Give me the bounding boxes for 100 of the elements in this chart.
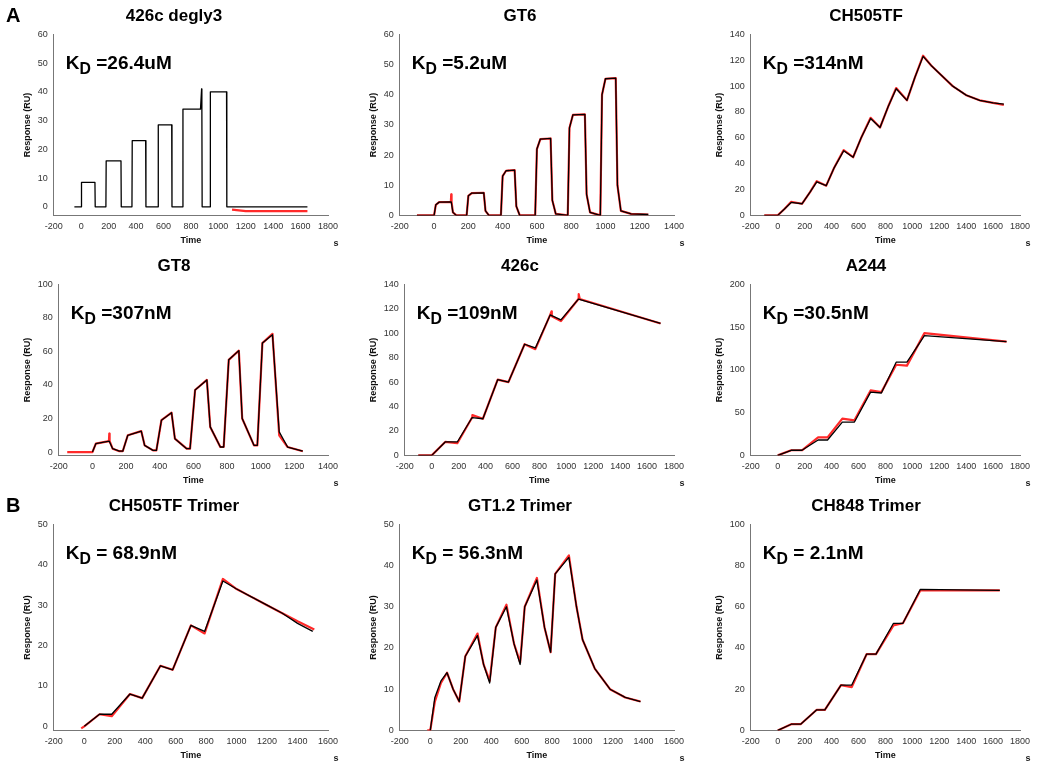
chart-title: 426c xyxy=(501,255,539,275)
x-tick-label: 1000 xyxy=(902,221,923,232)
text: K$_{D}$ =307nM xyxy=(70,302,172,329)
y-tick-label: 0 xyxy=(739,724,745,735)
x-tick-label: 1400 xyxy=(956,736,977,747)
y-tick-label: 0 xyxy=(739,449,745,460)
y-tick-label: 60 xyxy=(37,28,48,39)
x-tick-label: 800 xyxy=(877,461,893,472)
x-tick-label: 800 xyxy=(531,461,547,472)
y-tick-label: 10 xyxy=(383,683,394,694)
y-tick-label: 100 xyxy=(729,518,745,529)
y-tick-label: 40 xyxy=(388,401,399,412)
y-tick-label: 60 xyxy=(734,601,745,612)
y-tick-label: 150 xyxy=(729,321,745,332)
x-axis-title: Time xyxy=(874,475,896,486)
y-tick-label: 20 xyxy=(37,143,48,154)
y-tick-label: 30 xyxy=(37,115,48,126)
chart-title: CH505TF xyxy=(829,5,903,25)
y-tick-label: 10 xyxy=(37,680,48,691)
text: s xyxy=(1025,237,1031,248)
text: s xyxy=(1025,752,1031,763)
x-tick-label: 600 xyxy=(185,461,201,472)
y-tick-label: 40 xyxy=(734,158,745,169)
text: s xyxy=(679,477,685,488)
x-tick-label: 1800 xyxy=(1009,461,1031,472)
x-tick-label: 200 xyxy=(118,461,134,472)
x-tick-label: 200 xyxy=(107,736,123,747)
x-tick-label: 200 xyxy=(797,736,813,747)
y-tick-label: 0 xyxy=(388,209,394,220)
y-tick-label: 20 xyxy=(42,413,53,423)
x-tick-label: 1200 xyxy=(929,736,950,747)
text: s xyxy=(679,752,685,763)
x-axis-title: Time xyxy=(180,235,202,246)
x-tick-label: 600 xyxy=(168,736,184,747)
text: K$_{D}$ = 56.3nM xyxy=(411,542,524,569)
x-tick-label: 800 xyxy=(877,221,893,232)
x-tick-label: 0 xyxy=(429,461,435,472)
y-tick-label: 40 xyxy=(383,560,394,571)
x-tick-label: 1400 xyxy=(317,461,339,472)
y-axis-title: Response (RU) xyxy=(367,92,378,158)
y-tick-label: 60 xyxy=(734,132,745,143)
y-tick-label: 140 xyxy=(729,28,745,39)
x-axis-title: Time xyxy=(526,235,548,246)
text: A xyxy=(6,4,21,27)
y-tick-label: 120 xyxy=(729,54,745,65)
y-tick-label: 50 xyxy=(734,407,745,418)
x-tick-label: -200 xyxy=(49,461,68,472)
y-axis-title: Response (RU) xyxy=(367,595,378,660)
y-tick-label: 60 xyxy=(383,28,394,39)
x-tick-label: 1200 xyxy=(257,736,278,747)
x-tick-label: 1800 xyxy=(1009,221,1031,232)
x-tick-label: -200 xyxy=(44,221,63,232)
x-tick-label: 1000 xyxy=(208,221,229,232)
chart-title: A244 xyxy=(845,255,887,275)
x-tick-label: -200 xyxy=(395,461,414,472)
x-axis-title: Time xyxy=(528,475,550,486)
x-tick-label: 600 xyxy=(850,221,867,232)
y-tick-label: 40 xyxy=(37,86,48,97)
y-tick-label: 20 xyxy=(383,149,394,160)
x-tick-label: 0 xyxy=(775,221,781,232)
x-tick-label: 400 xyxy=(824,221,840,232)
y-tick-label: 40 xyxy=(734,642,745,653)
text: s xyxy=(333,237,339,248)
x-tick-label: 800 xyxy=(198,736,214,747)
chart-title: GT8 xyxy=(157,255,191,275)
y-tick-label: 100 xyxy=(729,80,745,91)
y-tick-label: 100 xyxy=(729,364,745,375)
x-tick-label: 600 xyxy=(155,221,171,232)
text: K$_{D}$ = 68.9nM xyxy=(65,542,178,569)
x-tick-label: 1600 xyxy=(983,736,1004,747)
x-tick-label: 400 xyxy=(483,736,499,747)
x-tick-label: 400 xyxy=(495,221,511,232)
y-tick-label: 30 xyxy=(383,119,394,130)
y-tick-label: 200 xyxy=(729,278,745,289)
x-tick-label: 1200 xyxy=(929,461,950,472)
x-tick-label: -200 xyxy=(741,736,760,747)
y-tick-label: 20 xyxy=(37,640,48,651)
x-tick-label: 800 xyxy=(877,736,893,747)
y-tick-label: 30 xyxy=(37,599,48,610)
y-axis-title: Response (RU) xyxy=(21,92,32,158)
text: K$_{D}$ =314nM xyxy=(762,52,864,79)
x-tick-label: 1600 xyxy=(317,736,339,747)
x-tick-label: 0 xyxy=(81,736,87,747)
x-tick-label: 800 xyxy=(544,736,560,747)
y-tick-label: 40 xyxy=(42,379,53,390)
y-tick-label: 0 xyxy=(388,724,394,735)
x-tick-label: 1800 xyxy=(1009,736,1031,747)
x-tick-label: 1000 xyxy=(556,461,577,472)
x-tick-label: 1400 xyxy=(610,461,631,472)
x-tick-label: -200 xyxy=(390,221,409,232)
y-tick-label: 60 xyxy=(42,345,53,356)
y-tick-label: 50 xyxy=(383,59,394,70)
x-tick-label: 1000 xyxy=(902,736,923,747)
chart-title: CH505TF Trimer xyxy=(108,495,240,515)
y-tick-label: 0 xyxy=(47,446,53,457)
x-axis-title: Time xyxy=(874,235,896,246)
x-tick-label: 1000 xyxy=(572,736,593,747)
x-tick-label: 1600 xyxy=(983,461,1004,472)
x-tick-label: 800 xyxy=(183,221,199,232)
x-tick-label: 1600 xyxy=(290,221,311,232)
